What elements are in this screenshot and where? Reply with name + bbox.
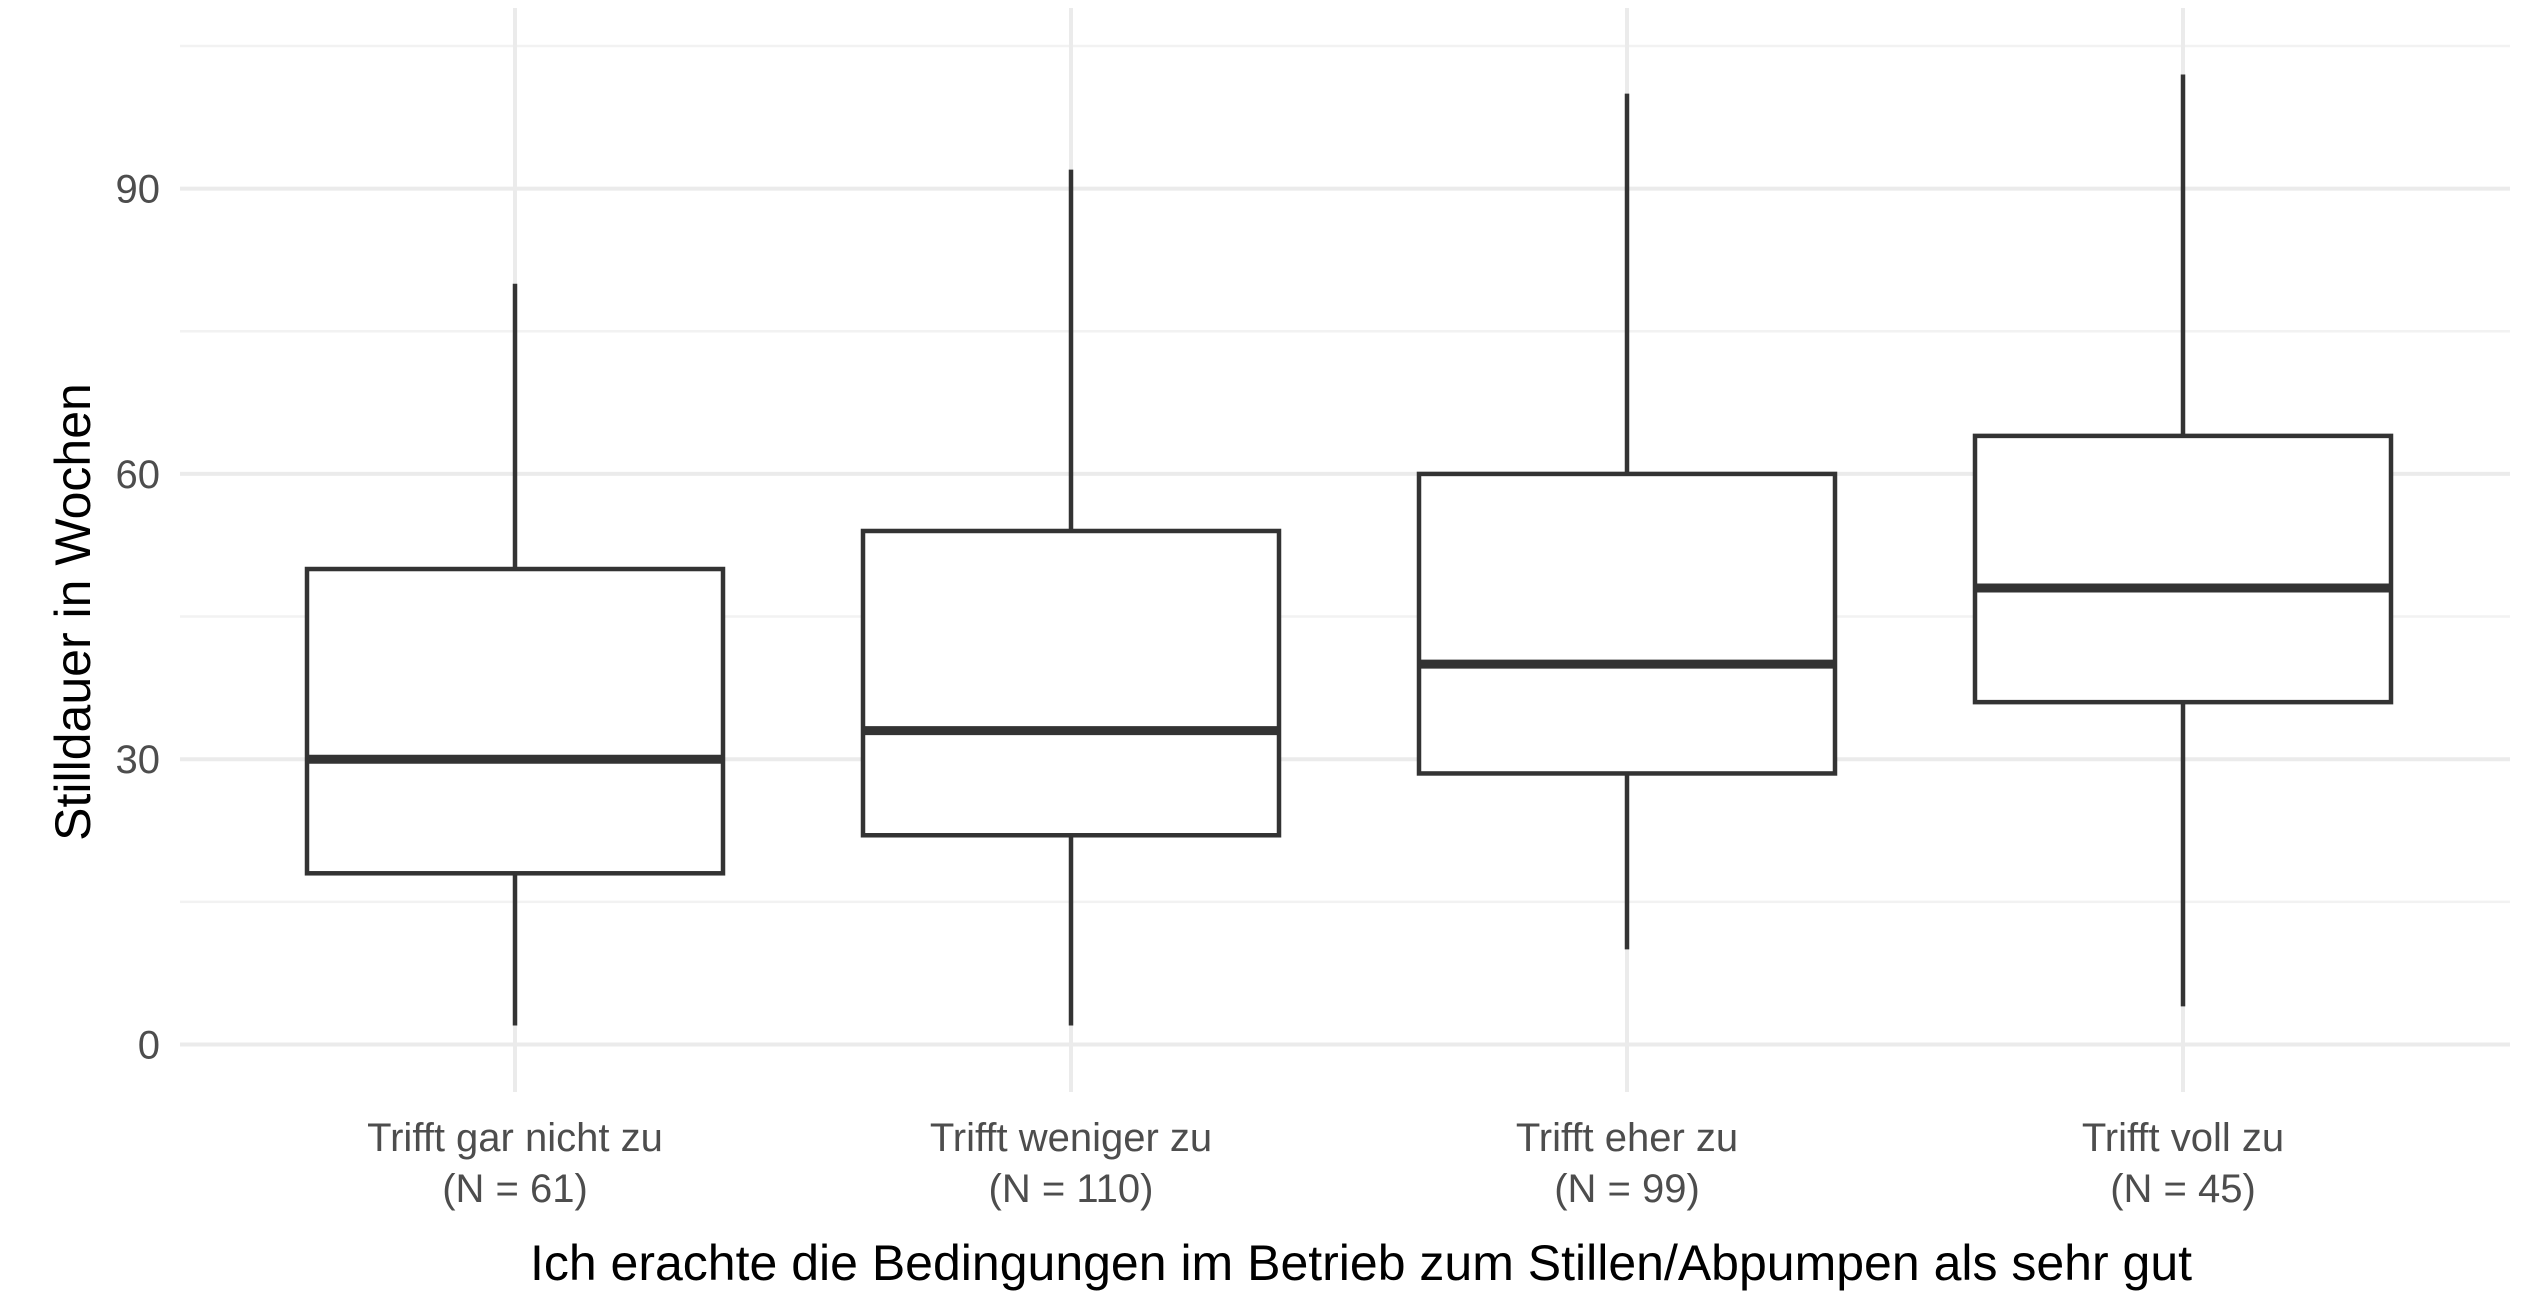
x-tick-label: Trifft gar nicht zu — [367, 1116, 663, 1160]
x-tick-label: Trifft eher zu — [1516, 1116, 1738, 1160]
tick-labels: 0 30 60 90 Trifft gar nicht zu (N = 61) Trifft… — [116, 168, 2285, 1211]
box-2 — [860, 169, 1282, 1026]
y-tick-label: 90 — [116, 168, 161, 212]
box-iqr — [1416, 471, 1838, 776]
box-iqr — [1972, 433, 2394, 705]
box-1 — [304, 283, 726, 1026]
box-iqr — [304, 566, 726, 876]
y-tick-label: 60 — [116, 453, 161, 497]
box-iqr — [860, 528, 1282, 838]
y-tick-label: 0 — [138, 1023, 160, 1067]
box-4 — [1972, 74, 2394, 1007]
boxes — [304, 74, 2394, 1026]
x-tick-label: Trifft weniger zu — [930, 1116, 1212, 1160]
x-tick-n-label: (N = 45) — [2110, 1167, 2256, 1211]
x-axis-title: Ich erachte die Bedingungen im Betrieb z… — [530, 1235, 2192, 1291]
x-tick-n-label: (N = 110) — [989, 1167, 1154, 1211]
x-tick-n-label: (N = 99) — [1554, 1167, 1700, 1211]
y-axis-title: Stilldauer in Wochen — [45, 383, 101, 841]
box-3 — [1416, 93, 1838, 950]
x-tick-n-label: (N = 61) — [442, 1167, 588, 1211]
x-tick-label: Trifft voll zu — [2082, 1116, 2284, 1160]
y-tick-label: 30 — [116, 738, 161, 782]
